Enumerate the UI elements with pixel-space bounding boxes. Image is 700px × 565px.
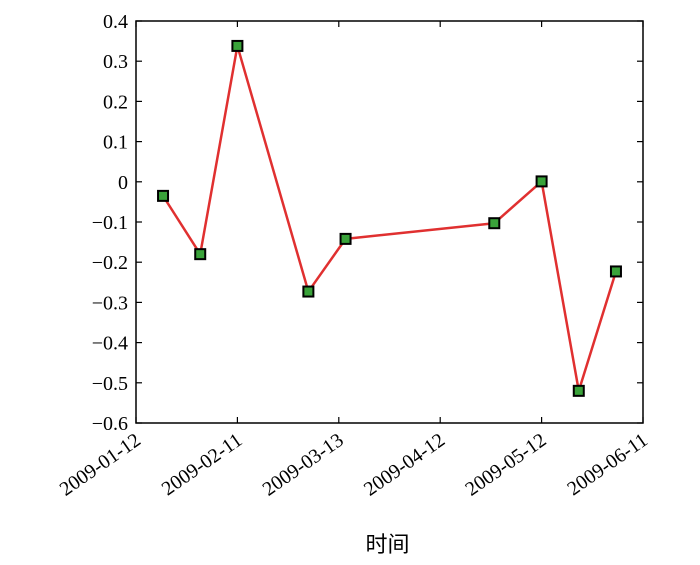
data-point	[194, 248, 207, 261]
data-point	[535, 175, 548, 188]
y-tick-label: −0.3	[92, 292, 128, 314]
x-axis: 2009-01-12 2009-02-11 2009-03-13 2009-04-12…	[56, 21, 652, 501]
y-tick-label: −0.2	[92, 252, 128, 274]
data-point	[157, 189, 170, 202]
data-point	[488, 217, 501, 230]
series	[157, 39, 622, 397]
data-point	[302, 285, 315, 298]
plot-area	[135, 20, 644, 424]
y-tick-label: 0.2	[103, 91, 128, 113]
y-tick-label: 0	[118, 172, 128, 194]
x-tick-label: 2009-06-11	[563, 429, 651, 500]
x-tick-label: 2009-05-12	[461, 429, 550, 501]
y-tick-label: 0.4	[103, 11, 128, 33]
y-tick-label: −0.5	[92, 373, 128, 395]
series-line	[161, 44, 618, 393]
data-point	[339, 232, 352, 245]
x-axis-label: 时间	[365, 532, 409, 557]
y-axis: 0.4 0.3 0.2 0.1 0 −0.1 −0.2 −0.3 −0.4 −0.5 −0.6	[92, 11, 643, 435]
y-tick-label: 0.1	[103, 132, 128, 154]
y-tick-label: −0.4	[92, 333, 128, 355]
y-tick-label: −0.1	[92, 212, 128, 234]
data-point	[572, 384, 585, 397]
plot-frame	[135, 20, 644, 424]
x-tick-label: 2009-04-12	[360, 429, 449, 501]
data-point	[609, 265, 622, 278]
data-point	[231, 39, 244, 52]
x-tick-label: 2009-02-11	[158, 429, 246, 500]
y-tick-label: −0.6	[92, 413, 128, 435]
x-tick-label: 2009-03-13	[259, 429, 348, 501]
x-tick-label: 2009-01-12	[56, 429, 145, 501]
y-tick-label: 0.3	[103, 51, 128, 73]
